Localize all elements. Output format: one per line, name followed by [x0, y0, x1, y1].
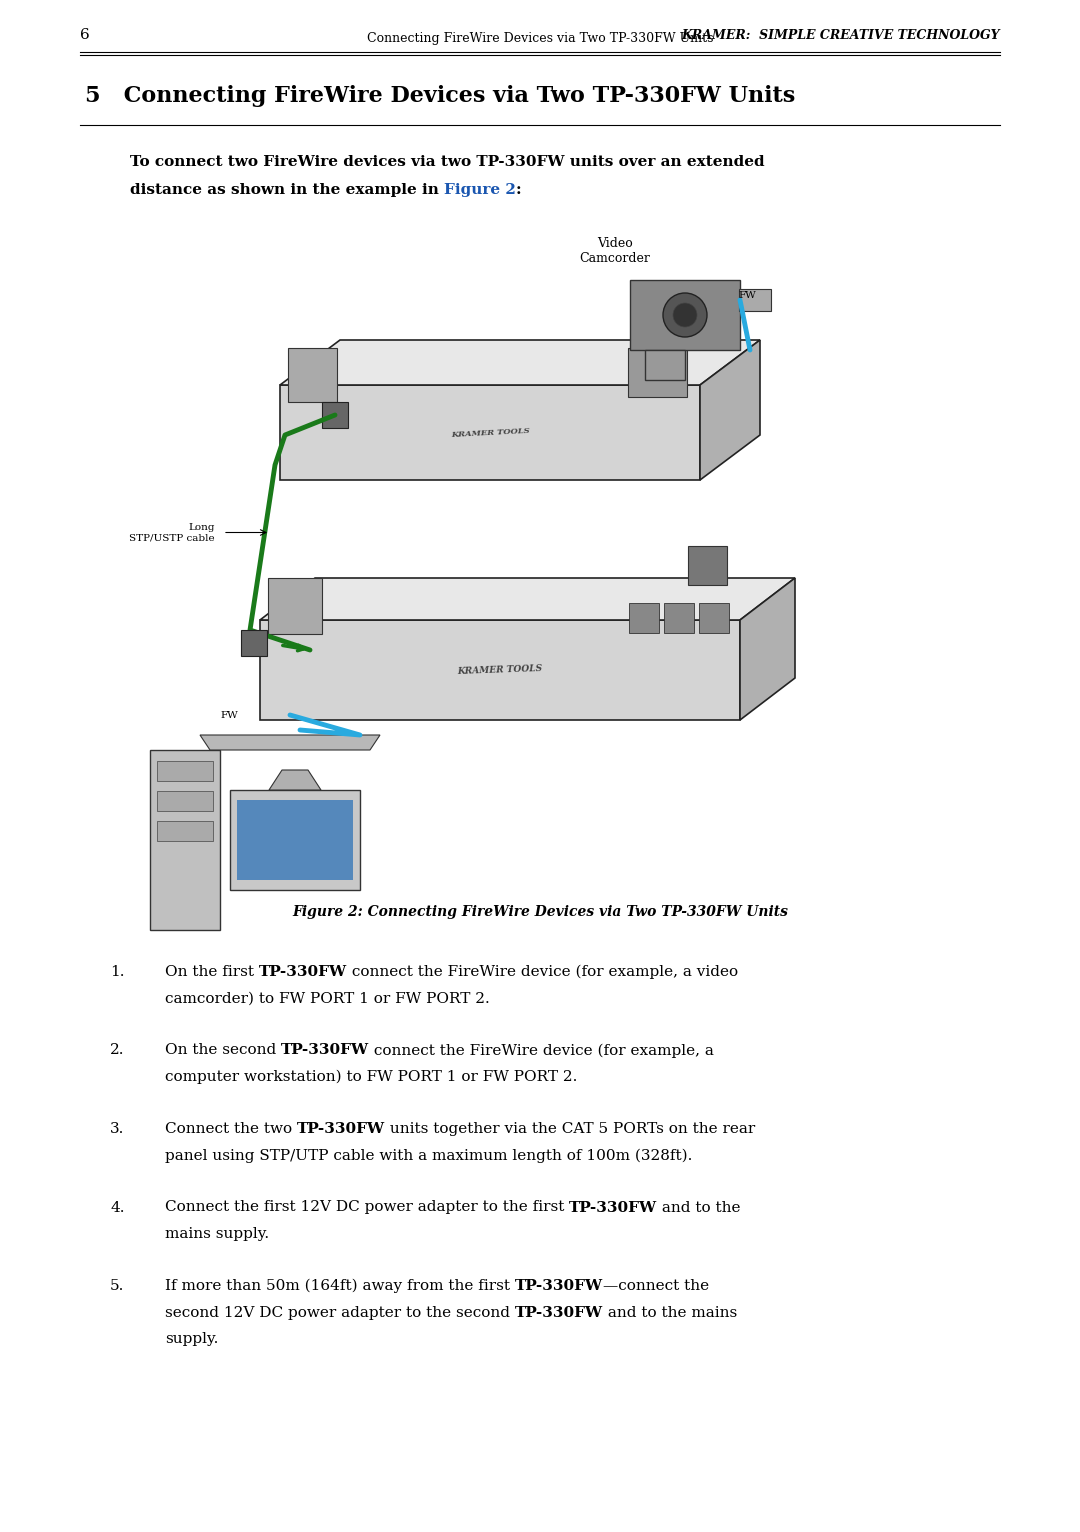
Text: TP-330FW: TP-330FW	[515, 1279, 603, 1293]
Text: 2.: 2.	[110, 1043, 124, 1057]
Text: Video
Camcorder: Video Camcorder	[580, 237, 650, 265]
Text: KRAMER TOOLS: KRAMER TOOLS	[457, 663, 543, 676]
Text: 4.: 4.	[110, 1201, 124, 1215]
Text: units together via the CAT 5 PORTs on the rear: units together via the CAT 5 PORTs on th…	[386, 1121, 755, 1137]
Text: and to the: and to the	[658, 1201, 741, 1215]
Text: Connect the two: Connect the two	[165, 1121, 297, 1137]
Text: 6: 6	[80, 28, 90, 41]
Text: FW: FW	[738, 291, 756, 299]
FancyBboxPatch shape	[664, 604, 694, 633]
Text: mains supply.: mains supply.	[165, 1227, 269, 1241]
Polygon shape	[280, 340, 760, 385]
Polygon shape	[260, 578, 795, 620]
Text: TP-330FW: TP-330FW	[515, 1305, 603, 1319]
Polygon shape	[645, 349, 685, 380]
Polygon shape	[230, 791, 360, 890]
FancyBboxPatch shape	[688, 545, 727, 585]
Text: TP-330FW: TP-330FW	[297, 1121, 386, 1137]
Text: camcorder) to FW PORT 1 or FW PORT 2.: camcorder) to FW PORT 1 or FW PORT 2.	[165, 991, 489, 1005]
Polygon shape	[269, 771, 321, 791]
Text: On the second: On the second	[165, 1043, 281, 1057]
Polygon shape	[630, 280, 740, 349]
Polygon shape	[150, 751, 220, 930]
Text: connect the FireWire device (for example, a: connect the FireWire device (for example…	[369, 1043, 714, 1059]
Polygon shape	[237, 800, 353, 879]
Text: TP-330FW: TP-330FW	[259, 965, 347, 979]
Text: 5.: 5.	[110, 1279, 124, 1293]
Polygon shape	[280, 385, 700, 480]
Text: Connecting FireWire Devices via Two TP-330FW Units: Connecting FireWire Devices via Two TP-3…	[367, 32, 713, 44]
Text: second 12V DC power adapter to the second: second 12V DC power adapter to the secon…	[165, 1305, 515, 1319]
Text: KRAMER:  SIMPLE CREATIVE TECHNOLOGY: KRAMER: SIMPLE CREATIVE TECHNOLOGY	[681, 29, 1000, 41]
Text: To connect two FireWire devices via two TP-330FW units over an extended: To connect two FireWire devices via two …	[130, 155, 765, 169]
Text: On the first: On the first	[165, 965, 259, 979]
Text: supply.: supply.	[165, 1331, 218, 1347]
Text: 5   Connecting FireWire Devices via Two TP-330FW Units: 5 Connecting FireWire Devices via Two TP…	[85, 84, 795, 107]
Text: :: :	[516, 182, 522, 198]
Circle shape	[663, 293, 707, 337]
Text: If more than 50m (164ft) away from the first: If more than 50m (164ft) away from the f…	[165, 1279, 515, 1293]
Text: distance as shown in the example in: distance as shown in the example in	[130, 182, 444, 198]
FancyBboxPatch shape	[157, 791, 213, 810]
FancyBboxPatch shape	[268, 578, 322, 634]
FancyBboxPatch shape	[157, 821, 213, 841]
Text: Long
STP/USTP cable: Long STP/USTP cable	[130, 522, 215, 542]
Text: TP-330FW: TP-330FW	[569, 1201, 658, 1215]
Text: 1.: 1.	[110, 965, 124, 979]
Text: KRAMER TOOLS: KRAMER TOOLS	[450, 426, 529, 438]
FancyBboxPatch shape	[629, 604, 659, 633]
FancyBboxPatch shape	[241, 630, 267, 656]
Polygon shape	[700, 340, 760, 480]
FancyBboxPatch shape	[699, 604, 729, 633]
Text: Connect the first 12V DC power adapter to the first: Connect the first 12V DC power adapter t…	[165, 1201, 569, 1215]
Text: 3.: 3.	[110, 1121, 124, 1137]
Circle shape	[673, 303, 697, 326]
Text: panel using STP/UTP cable with a maximum length of 100m (328ft).: panel using STP/UTP cable with a maximum…	[165, 1149, 692, 1163]
Text: Figure 2: Figure 2	[444, 182, 516, 198]
Text: connect the FireWire device (for example, a video: connect the FireWire device (for example…	[347, 965, 738, 979]
FancyBboxPatch shape	[288, 348, 337, 401]
Polygon shape	[740, 578, 795, 720]
Text: TP-330FW: TP-330FW	[281, 1043, 369, 1057]
Text: computer workstation) to FW PORT 1 or FW PORT 2.: computer workstation) to FW PORT 1 or FW…	[165, 1069, 578, 1085]
FancyBboxPatch shape	[322, 401, 348, 427]
FancyBboxPatch shape	[627, 348, 687, 397]
Text: —connect the: —connect the	[603, 1279, 710, 1293]
Text: Figure 2: Connecting FireWire Devices via Two TP-330FW Units: Figure 2: Connecting FireWire Devices vi…	[292, 905, 788, 919]
FancyBboxPatch shape	[739, 290, 771, 311]
Polygon shape	[200, 735, 380, 751]
FancyBboxPatch shape	[157, 761, 213, 781]
Text: and to the mains: and to the mains	[603, 1305, 738, 1319]
Polygon shape	[260, 620, 740, 720]
Text: FW: FW	[220, 711, 238, 720]
